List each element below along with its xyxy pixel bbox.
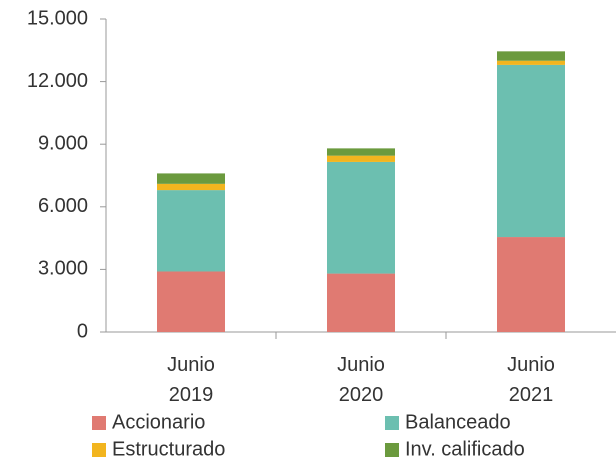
y-tick-label: 12.000 [27, 70, 88, 92]
legend-swatch [385, 416, 399, 430]
x-tick-label: Junio 2020 [337, 354, 385, 406]
bar-segment [157, 271, 225, 332]
y-tick-label: 9.000 [38, 132, 88, 154]
y-tick-label: 15.000 [27, 7, 88, 29]
bar-segment [157, 190, 225, 272]
y-tick-label: 6.000 [38, 195, 88, 217]
legend-swatch [92, 416, 106, 430]
bar-segment [497, 60, 565, 65]
bar-segment [497, 51, 565, 61]
legend-label: Balanceado [405, 411, 511, 433]
bar-segment [327, 155, 395, 162]
bar-segment [157, 173, 225, 184]
bar-segment [327, 161, 395, 274]
bar-segment [327, 148, 395, 156]
legend-swatch [385, 443, 399, 457]
x-tick-label: Junio 2021 [507, 354, 555, 406]
y-tick-label: 3.000 [38, 258, 88, 280]
legend-label: Accionario [112, 411, 205, 433]
legend-swatch [92, 443, 106, 457]
bar-segment [327, 273, 395, 332]
x-tick-label: Junio 2019 [167, 354, 215, 406]
legend-label: Inv. calificado [405, 438, 525, 460]
bar-segment [497, 64, 565, 238]
bar-segment [497, 237, 565, 332]
y-tick-label: 0 [77, 320, 88, 342]
legend-label: Estructurado [112, 438, 225, 460]
bar-segment [157, 183, 225, 191]
